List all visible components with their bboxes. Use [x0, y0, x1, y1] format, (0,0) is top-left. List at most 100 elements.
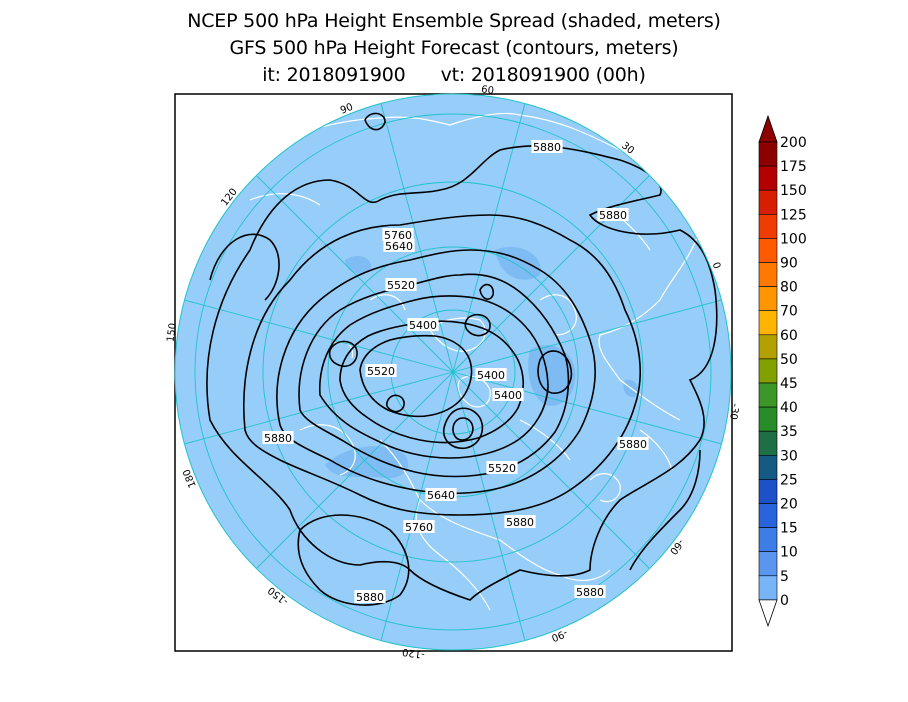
longitude-label: 0	[710, 261, 723, 271]
colorbar-swatch	[758, 479, 778, 504]
contour-label: 5880	[262, 431, 294, 445]
colorbar-tick-label: 150	[780, 183, 807, 199]
colorbar-tick-label: 40	[780, 400, 798, 416]
height-contours	[206, 112, 718, 606]
svg-text:5880: 5880	[576, 586, 604, 599]
contour-label: 5520	[486, 461, 518, 475]
meridian-line	[380, 371, 454, 641]
colorbar-swatch	[758, 262, 778, 287]
svg-text:5400: 5400	[494, 389, 522, 402]
svg-text:5520: 5520	[367, 365, 395, 378]
contour-label: 5400	[475, 368, 507, 382]
meridian-line	[452, 371, 722, 445]
contour-label: 5520	[385, 278, 417, 292]
contour-label: 5400	[407, 318, 439, 332]
contour-label: 5760	[382, 228, 414, 242]
colorbar-swatch	[758, 189, 778, 215]
contour-label: 5880	[354, 590, 386, 604]
colorbar-swatch	[758, 310, 778, 336]
colorbar-tick-label: 35	[780, 424, 798, 440]
svg-text:5880: 5880	[264, 432, 292, 445]
colorbar-tick-label: 45	[780, 376, 798, 392]
longitude-label: 150	[165, 322, 179, 342]
colorbar-swatch	[758, 454, 778, 480]
svg-text:5400: 5400	[477, 369, 505, 382]
colorbar-tick-label: 100	[780, 231, 807, 247]
contour-label: 5640	[383, 239, 415, 253]
meridian-line	[452, 299, 722, 373]
colorbar-swatch	[758, 503, 778, 528]
longitude-label: -120	[402, 646, 426, 660]
meridian-line	[452, 371, 650, 569]
colorbar-tick-label: 200	[780, 135, 807, 151]
colorbar-swatch	[758, 430, 778, 456]
colorbar-swatch	[758, 406, 778, 432]
meridian-line	[256, 371, 454, 569]
colorbar-tick-label: 90	[780, 256, 798, 272]
svg-text:5880: 5880	[506, 516, 534, 529]
contour-label: 5880	[597, 208, 629, 222]
longitude-label: 90	[339, 102, 355, 117]
longitude-label: 60	[481, 84, 495, 96]
figure-title: NCEP 500 hPa Height Ensemble Spread (sha…	[0, 8, 908, 89]
svg-text:5760: 5760	[384, 229, 412, 242]
colorbar-tick-label: 10	[780, 545, 798, 561]
meridian-line	[184, 371, 454, 445]
colorbar-swatch	[758, 382, 778, 408]
contour-label: 5880	[617, 437, 649, 451]
map-edge	[174, 93, 732, 651]
colorbar-swatch	[758, 238, 778, 263]
meridian-line	[452, 371, 526, 641]
svg-text:5760: 5760	[405, 521, 433, 534]
colorbar-swatch	[758, 141, 778, 167]
colorbar-tick-label: 20	[780, 497, 798, 513]
colorbar-swatch	[758, 334, 778, 360]
colorbar-tick-label: 70	[780, 304, 798, 320]
svg-text:5880: 5880	[619, 438, 647, 451]
colorbar-tick-label: 50	[780, 352, 798, 368]
colorbar-tick-label: 125	[780, 207, 807, 223]
colorbar-tick-label: 5	[780, 569, 789, 585]
svg-text:5520: 5520	[488, 462, 516, 475]
longitude-label: -30	[727, 403, 740, 421]
colorbar-swatch	[758, 575, 778, 601]
contour-label: 5880	[504, 515, 536, 529]
contour-label: 5400	[492, 388, 524, 402]
meridian-line	[184, 299, 454, 373]
colorbar-tick-label: 25	[780, 472, 798, 488]
colorbar-tick-label: 60	[780, 328, 798, 344]
contour-label: 5880	[531, 140, 563, 154]
colorbar-swatch	[758, 551, 778, 577]
contour-label: 5520	[365, 364, 397, 378]
contour-label: 5640	[425, 488, 457, 502]
svg-text:5880: 5880	[599, 209, 627, 222]
meridian-line	[380, 103, 454, 373]
svg-text:5400: 5400	[409, 319, 437, 332]
colorbar-swatch	[758, 214, 778, 239]
colorbar-swatch	[758, 165, 778, 191]
colorbar-swatch	[758, 527, 778, 552]
svg-text:5520: 5520	[387, 279, 415, 292]
colorbar-tick-label: 80	[780, 280, 798, 296]
contour-label: 5760	[403, 520, 435, 534]
colorbar-top-arrow	[758, 114, 778, 143]
svg-text:5640: 5640	[427, 489, 455, 502]
title-line-1: NCEP 500 hPa Height Ensemble Spread (sha…	[187, 10, 721, 32]
colorbar-tick-label: 15	[780, 521, 798, 537]
colorbar-tick-label: 0	[780, 593, 789, 609]
colorbar-tick-label: 175	[780, 159, 807, 175]
colorbar-swatch	[758, 286, 778, 312]
colorbar: 2001751501251009080706050454035302520151…	[758, 114, 807, 628]
svg-text:5640: 5640	[385, 240, 413, 253]
title-line-2: GFS 500 hPa Height Forecast (contours, m…	[229, 37, 679, 59]
meridian-line	[256, 175, 454, 373]
colorbar-tick-label: 30	[780, 448, 798, 464]
contour-label: 5880	[574, 585, 606, 599]
colorbar-swatch	[758, 358, 778, 384]
title-line-3: it: 2018091900 vt: 2018091900 (00h)	[262, 64, 646, 86]
colorbar-bottom-arrow	[758, 599, 778, 628]
svg-text:5880: 5880	[533, 141, 561, 154]
